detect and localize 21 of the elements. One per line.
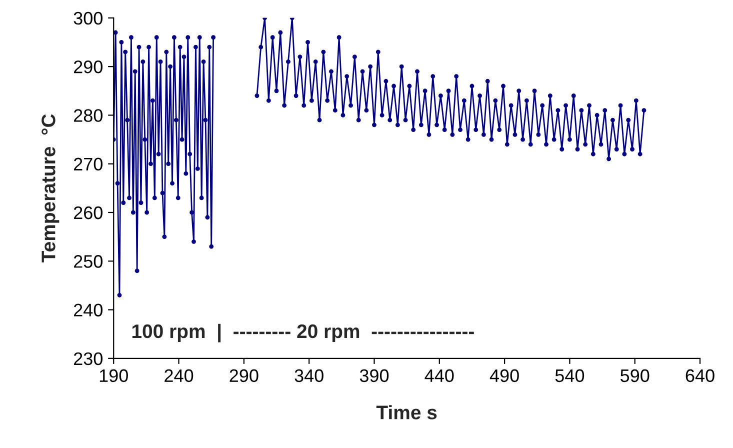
x-tick-label: 190	[100, 369, 128, 382]
x-tick-label: 540	[555, 369, 584, 382]
x-tick-label: 290	[230, 369, 258, 382]
x-tick-label: 490	[490, 369, 519, 382]
annotation: 100 rpm | --------- 20 rpm ----------------	[132, 324, 474, 342]
y-tick-label: 230	[74, 352, 102, 366]
x-tick-label: 590	[620, 369, 650, 382]
y-axis-title: Temperature °C	[42, 114, 60, 262]
x-tick-label: 440	[424, 369, 454, 382]
x-axis-title: Time s	[376, 405, 437, 420]
x-tick-label: 390	[360, 369, 389, 382]
y-tick-label: 270	[74, 158, 102, 171]
x-tick-label: 240	[164, 369, 194, 382]
y-tick-label: 250	[74, 255, 102, 268]
x-tick-label: 640	[686, 369, 714, 382]
y-tick-label: 290	[74, 60, 102, 74]
x-tick-label: 340	[294, 369, 324, 382]
y-tick-label: 260	[74, 206, 102, 220]
y-tick-label: 280	[74, 109, 102, 122]
y-tick-label: 240	[74, 304, 102, 316]
y-tick-label: 300	[74, 12, 102, 25]
